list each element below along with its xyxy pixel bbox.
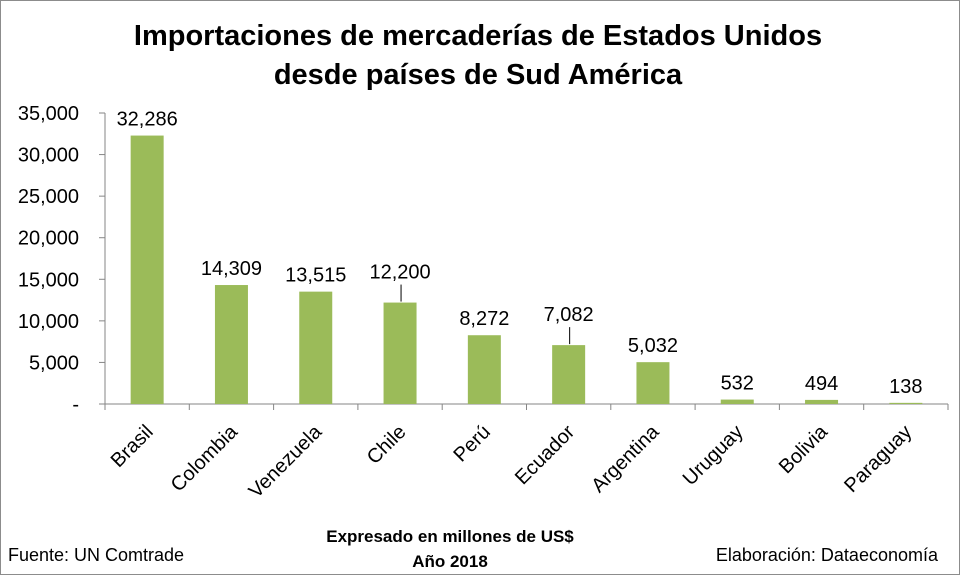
data-label-bolivia: 494 (805, 373, 838, 395)
y-tick-label: 20,000 (18, 228, 79, 250)
y-tick-label: 35,000 (18, 103, 79, 125)
x-tick-label-brasil: Brasil (107, 421, 158, 472)
period-label: Año 2018 (412, 552, 488, 571)
x-tick-label-ecuador: Ecuador (511, 421, 579, 489)
credit-note: Elaboración: Dataeconomía (715, 545, 938, 565)
y-tick-label: 30,000 (18, 145, 79, 167)
data-label-brasil: 32,286 (117, 109, 178, 131)
bar-peru (467, 335, 501, 404)
bar-argentina (636, 362, 670, 404)
bar-colombia (214, 285, 248, 404)
data-label-uruguay: 532 (721, 373, 754, 395)
x-tick-label-bolivia: Bolivia (775, 420, 833, 478)
x-tick-label-peru: Perú (449, 421, 494, 466)
bar-venezuela (299, 291, 333, 404)
data-label-argentina: 5,032 (628, 335, 678, 357)
bar-paraguay (889, 402, 923, 404)
chart-title: Importaciones de mercaderías de Estados … (0, 17, 956, 95)
y-tick-label: 25,000 (18, 186, 79, 208)
data-label-peru: 8,272 (459, 308, 509, 330)
x-tick-label-colombia: Colombia (167, 420, 243, 496)
chart-title-line-2: desde países de Sud América (273, 59, 683, 91)
y-tick-label: 10,000 (18, 311, 79, 333)
chart-caption: Expresado en millones de US$ Año 2018 (0, 524, 900, 574)
y-tick-label: 15,000 (18, 269, 79, 291)
y-tick-label: - (72, 394, 79, 416)
data-label-colombia: 14,309 (201, 258, 262, 280)
bar-uruguay (720, 399, 754, 404)
x-axis-title: Expresado en millones de US$ (326, 527, 574, 546)
y-tick-label: 5,000 (29, 352, 79, 374)
data-label-ecuador: 7,082 (544, 304, 594, 326)
bar-chile (383, 302, 417, 404)
bar-brasil (130, 135, 164, 404)
chart-title-line-1: Importaciones de mercaderías de Estados … (133, 20, 823, 52)
data-label-paraguay: 138 (889, 376, 922, 398)
data-label-chile: 12,200 (369, 262, 430, 284)
source-note: Fuente: UN Comtrade (8, 545, 185, 565)
data-label-venezuela: 13,515 (285, 265, 346, 287)
x-tick-label-uruguay: Uruguay (679, 421, 748, 490)
x-tick-label-argentina: Argentina (587, 420, 664, 497)
x-tick-label-chile: Chile (363, 421, 411, 469)
x-tick-label-paraguay: Paraguay (840, 421, 916, 497)
bar-ecuador (552, 345, 586, 404)
x-tick-label-venezuela: Venezuela (245, 420, 327, 502)
bar-bolivia (805, 399, 839, 404)
